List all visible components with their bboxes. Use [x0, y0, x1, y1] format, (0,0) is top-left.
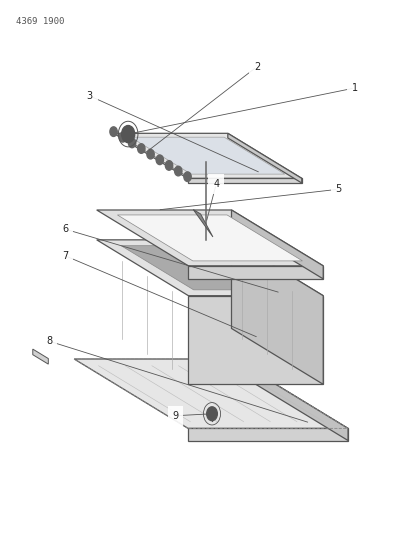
Polygon shape — [231, 210, 323, 279]
Polygon shape — [188, 266, 323, 279]
Polygon shape — [33, 349, 48, 364]
Circle shape — [147, 149, 154, 159]
Polygon shape — [188, 296, 323, 384]
Polygon shape — [97, 210, 323, 266]
Text: 1: 1 — [352, 83, 358, 93]
Text: 3: 3 — [86, 91, 93, 101]
Circle shape — [129, 138, 136, 148]
Text: 8: 8 — [46, 336, 52, 346]
Circle shape — [119, 133, 126, 142]
Polygon shape — [228, 133, 302, 183]
Circle shape — [165, 160, 173, 170]
Circle shape — [175, 166, 182, 176]
Polygon shape — [188, 429, 348, 440]
Circle shape — [122, 126, 135, 143]
Polygon shape — [224, 348, 242, 364]
Text: 7: 7 — [62, 251, 69, 261]
Text: 2: 2 — [254, 62, 260, 71]
Polygon shape — [188, 179, 302, 183]
Polygon shape — [234, 359, 348, 440]
Circle shape — [110, 127, 117, 136]
Text: 6: 6 — [62, 224, 69, 234]
Polygon shape — [97, 240, 323, 296]
Text: 4369 1900: 4369 1900 — [16, 17, 65, 26]
Circle shape — [184, 172, 191, 181]
Circle shape — [156, 155, 164, 165]
Polygon shape — [74, 359, 348, 429]
Polygon shape — [118, 215, 302, 261]
Polygon shape — [131, 137, 285, 174]
Circle shape — [207, 407, 217, 421]
Polygon shape — [231, 240, 323, 384]
Polygon shape — [193, 209, 213, 237]
Polygon shape — [121, 246, 299, 290]
Text: 9: 9 — [172, 411, 179, 421]
Text: 5: 5 — [335, 184, 342, 194]
Circle shape — [137, 144, 145, 154]
Polygon shape — [113, 133, 302, 179]
Text: 4: 4 — [213, 179, 220, 189]
